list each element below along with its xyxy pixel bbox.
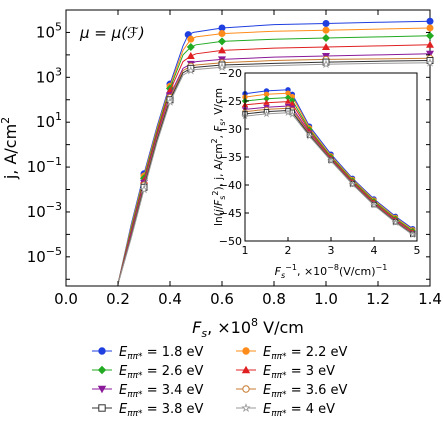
inset-x-tick-label: 2	[285, 244, 292, 257]
legend-label: Eππ* = 3.8 eV	[119, 402, 204, 419]
legend-marker	[98, 404, 106, 412]
main-data-point	[217, 62, 227, 72]
inset-y-tick-label: −30	[219, 123, 242, 136]
inset-x-tick-label: 3	[328, 244, 335, 257]
legend-label: Eππ* = 3.4 eV	[119, 383, 204, 400]
inset-data-point	[370, 201, 378, 209]
inset-plot-area	[241, 87, 417, 239]
main-data-point	[426, 24, 434, 32]
legend-marker	[242, 347, 250, 355]
main-x-tick-label: 0.6	[210, 290, 234, 308]
inset-data-point	[348, 180, 357, 188]
main-data-point	[165, 97, 175, 106]
main-data-point	[321, 59, 331, 69]
inset-series-line	[244, 112, 413, 236]
main-data-point	[322, 34, 330, 43]
inset-data-point	[263, 99, 270, 105]
inset-x-axis-label: Fs−1, ×10−8(V/cm)−1	[275, 263, 388, 280]
inset-data-point	[305, 132, 314, 140]
main-data-point	[322, 43, 330, 51]
legend-label: Eππ* = 2.2 eV	[263, 345, 348, 362]
legend-label: Eππ* = 2.6 eV	[119, 364, 204, 381]
inset-data-point	[327, 156, 335, 165]
main-y-tick-label: 101	[36, 110, 62, 131]
main-plot-frame	[65, 9, 431, 287]
legend-marker	[97, 365, 107, 375]
inset-data-point	[263, 95, 270, 102]
main-data-point	[187, 35, 195, 43]
main-data-point	[139, 184, 149, 194]
inset-axes: 1 2 3 4 5 −50 −45 −40 −35 −30 −25 −20	[219, 67, 421, 257]
main-y-tick-label: 105	[36, 20, 62, 41]
legend-label: Eππ* = 1.8 eV	[119, 345, 204, 362]
main-data-point	[322, 19, 330, 27]
main-data-point	[186, 43, 195, 52]
main-data-point	[426, 31, 434, 40]
main-x-tick-label: 0.4	[158, 290, 182, 308]
legend-marker	[97, 385, 107, 394]
main-data-point	[186, 52, 195, 59]
inset-data-point	[289, 97, 296, 104]
inset-x-tick-label: 5	[414, 244, 421, 257]
main-data-point	[426, 17, 434, 25]
inset-data-point	[408, 230, 417, 239]
inset-y-tick-label: −25	[219, 95, 242, 108]
main-y-tick-label: 10−5	[27, 245, 62, 266]
main-data-point	[186, 65, 196, 75]
main-y-axis-label: j, A/cm2	[0, 117, 20, 180]
main-data-point	[218, 30, 226, 38]
inset-x-tick-label: 4	[371, 244, 378, 257]
inset-y-tick-label: −35	[219, 151, 242, 164]
inset-series-line	[244, 92, 413, 231]
legend: Eππ* = 1.8 eV Eππ* = 2.2 eV Eππ* = 2.6 eV E…	[92, 345, 348, 419]
inset-data-point	[391, 218, 400, 226]
legend-marker	[98, 347, 106, 355]
inset-data-point	[262, 109, 271, 118]
main-y-tick-label: 10−1	[27, 155, 62, 176]
legend-marker	[241, 402, 251, 413]
inset-y-axis-label: ln(j/Fs2), j, A/cm2, Fs, V/cm	[210, 88, 227, 226]
legend-label: Eππ* = 3.6 eV	[263, 383, 348, 400]
legend-marker	[242, 385, 250, 393]
inset-y-tick-label: −45	[219, 207, 242, 220]
main-y-tick-label: 10−3	[27, 200, 62, 221]
main-x-tick-label: 1.4	[418, 290, 442, 308]
inset-x-tick-label: 1	[242, 244, 249, 257]
inset-series-line	[244, 97, 413, 232]
inset-y-tick-label: −40	[219, 179, 242, 192]
main-data-point	[425, 57, 435, 67]
inset-data-point	[284, 94, 292, 101]
main-x-axis-label: Fs, ×108 V/cm	[192, 316, 304, 340]
main-x-tick-label: 0.8	[262, 290, 286, 308]
main-data-point	[218, 46, 226, 54]
inset-plot: 1 2 3 4 5 −50 −45 −40 −35 −30 −25 −20 Fs−1, ×10−8(V…	[210, 67, 421, 280]
inset-y-tick-label: −50	[219, 235, 242, 248]
main-annotation: μ = μ(ℱ)	[79, 24, 145, 42]
main-x-tick-label: 0.0	[54, 290, 78, 308]
main-data-point	[218, 37, 226, 46]
main-data-point	[426, 40, 434, 48]
legend-marker	[241, 365, 251, 374]
inset-series-line	[244, 89, 413, 230]
main-data-point	[426, 50, 434, 58]
main-data-point	[218, 24, 226, 32]
main-plot-area	[117, 17, 435, 284]
legend-label: Eππ* = 3 eV	[263, 364, 335, 381]
main-y-tick-label: 103	[36, 65, 62, 86]
inset-y-tick-label: −20	[219, 67, 242, 80]
inset-data-point	[284, 108, 292, 117]
main-x-tick-label: 1.0	[314, 290, 338, 308]
inset-data-point	[284, 98, 292, 104]
inset-data-point	[288, 110, 297, 118]
main-data-point	[322, 26, 330, 34]
main-x-tick-label: 1.2	[366, 290, 390, 308]
inset-series-line	[244, 101, 413, 233]
main-x-tick-label: 0.2	[106, 290, 130, 308]
legend-label: Eππ* = 4 eV	[263, 402, 335, 419]
